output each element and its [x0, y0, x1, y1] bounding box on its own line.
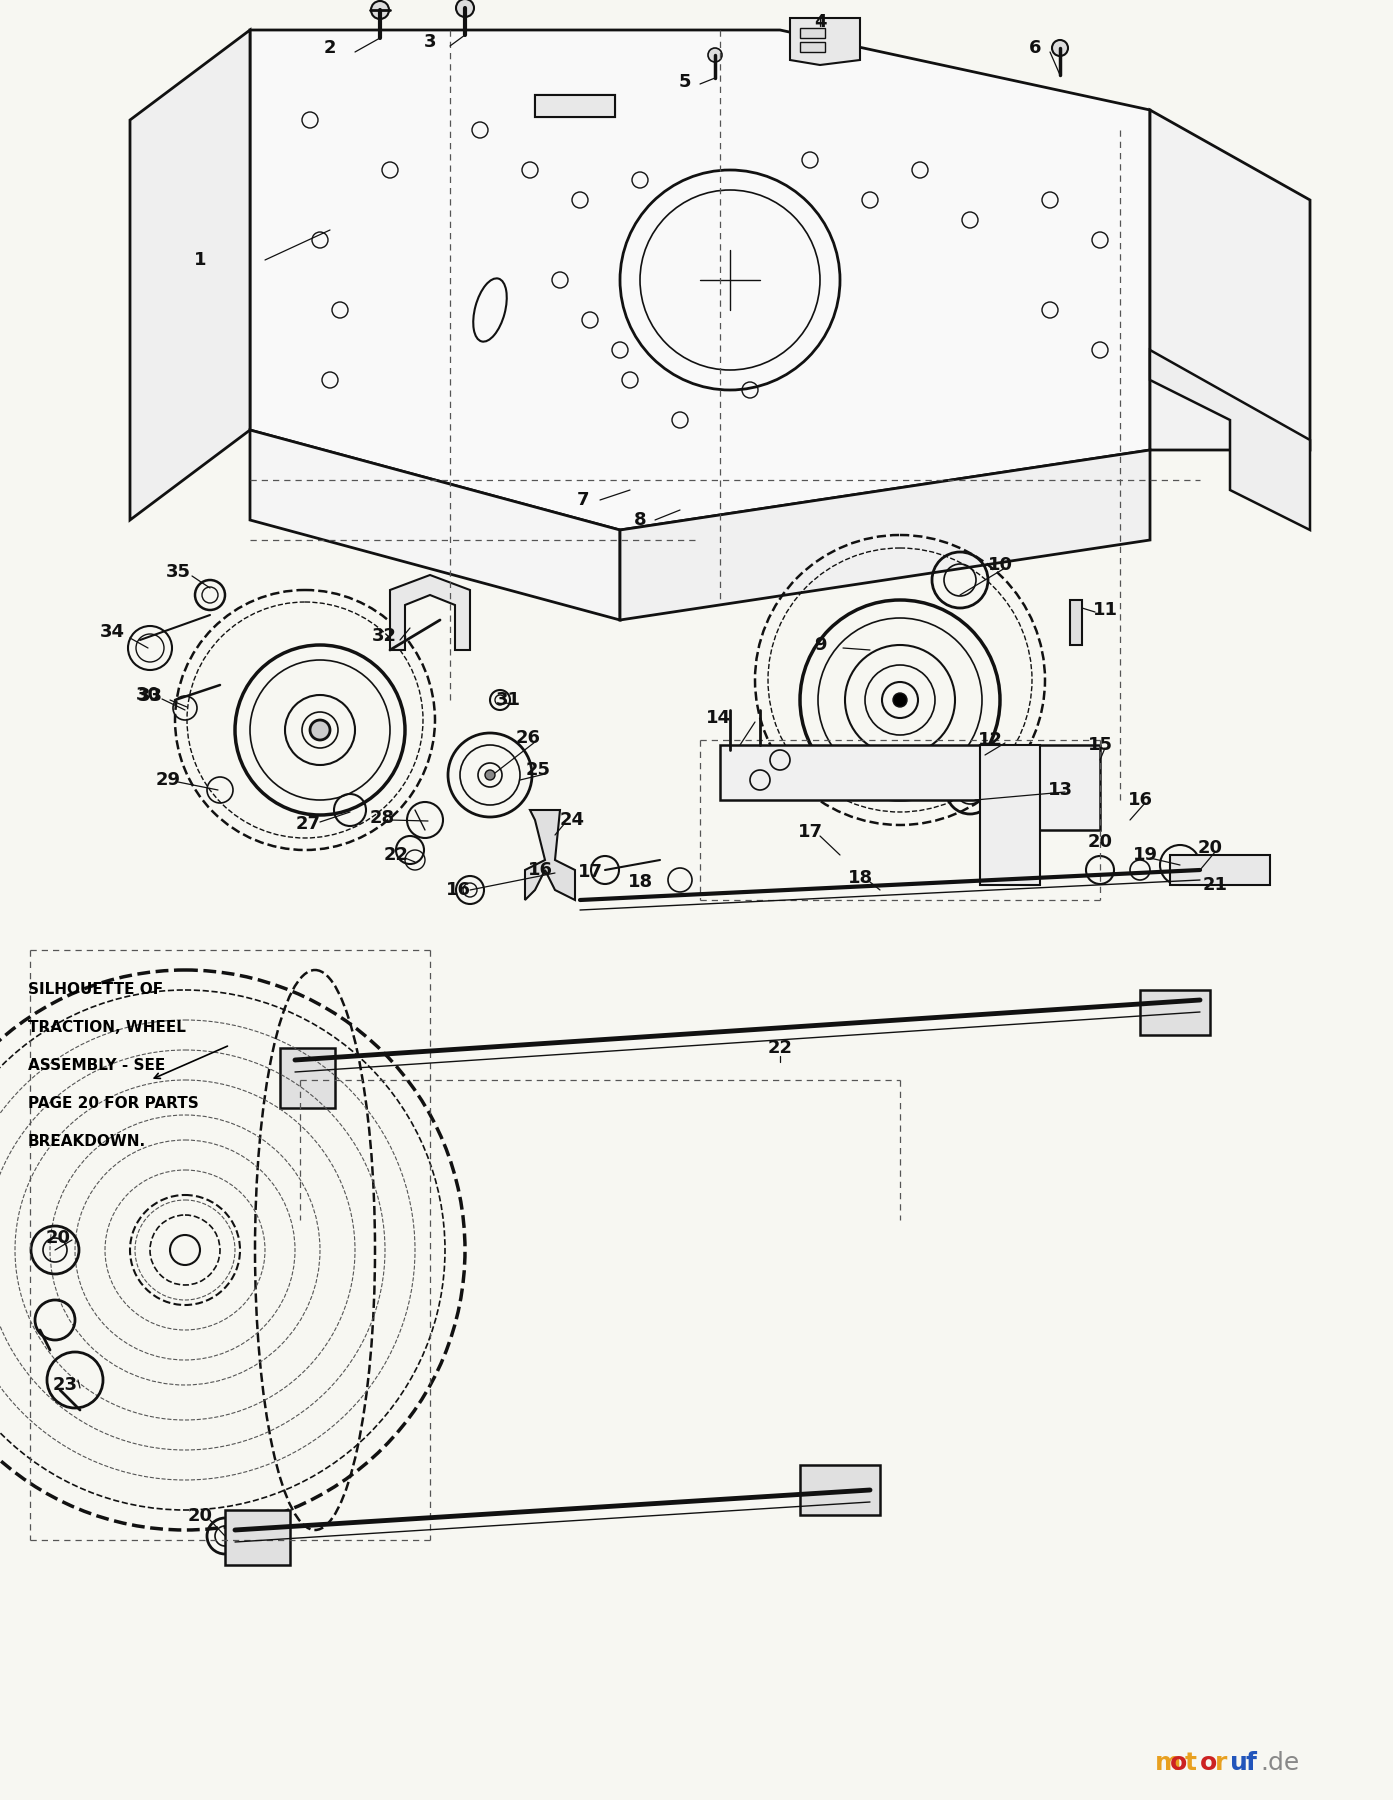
Text: 24: 24 [560, 812, 585, 830]
Text: 14: 14 [705, 709, 730, 727]
Text: 22: 22 [768, 1039, 793, 1057]
Text: 30: 30 [135, 686, 160, 704]
Text: 27: 27 [295, 815, 320, 833]
Text: 35: 35 [166, 563, 191, 581]
Text: 23: 23 [53, 1375, 78, 1393]
Text: 5: 5 [678, 74, 691, 92]
Circle shape [311, 720, 330, 740]
Text: ASSEMBLY - SEE: ASSEMBLY - SEE [28, 1058, 166, 1073]
Bar [800, 1465, 880, 1516]
Circle shape [485, 770, 495, 779]
Bar [981, 745, 1041, 886]
Text: 19: 19 [1133, 846, 1158, 864]
Text: 9: 9 [814, 635, 826, 653]
Polygon shape [525, 810, 575, 900]
Bar [280, 1048, 334, 1109]
Circle shape [893, 693, 907, 707]
Text: 15: 15 [1088, 736, 1113, 754]
Text: o: o [1199, 1751, 1217, 1775]
Text: 1: 1 [194, 250, 206, 268]
Bar [226, 1510, 290, 1564]
Text: BREAKDOWN.: BREAKDOWN. [28, 1134, 146, 1148]
Text: 3: 3 [423, 32, 436, 50]
Text: 11: 11 [1092, 601, 1117, 619]
Bar [800, 29, 825, 38]
Text: 28: 28 [369, 808, 394, 826]
Bar [800, 41, 825, 52]
Polygon shape [249, 31, 1151, 529]
Text: f: f [1245, 1751, 1256, 1775]
Text: 20: 20 [46, 1229, 71, 1247]
Text: 33: 33 [138, 688, 163, 706]
Text: 10: 10 [988, 556, 1013, 574]
Circle shape [708, 49, 722, 61]
Text: 16: 16 [446, 880, 471, 898]
Text: m: m [1155, 1751, 1181, 1775]
Text: 21: 21 [1202, 877, 1227, 895]
Text: t: t [1185, 1751, 1197, 1775]
Polygon shape [130, 31, 249, 520]
Text: 7: 7 [577, 491, 589, 509]
Polygon shape [390, 574, 469, 650]
Polygon shape [1151, 110, 1309, 450]
Text: 26: 26 [515, 729, 540, 747]
Text: 29: 29 [156, 770, 181, 788]
Text: 18: 18 [627, 873, 652, 891]
Text: 20: 20 [1198, 839, 1223, 857]
Text: 16: 16 [1127, 790, 1152, 808]
Polygon shape [720, 745, 1100, 830]
Text: u: u [1230, 1751, 1248, 1775]
Text: 16: 16 [528, 860, 553, 878]
Text: 18: 18 [847, 869, 872, 887]
Circle shape [456, 0, 474, 16]
Bar [1139, 990, 1211, 1035]
Circle shape [313, 724, 326, 736]
Polygon shape [620, 450, 1151, 619]
Text: 17: 17 [578, 862, 603, 880]
Text: SILHOUETTE OF: SILHOUETTE OF [28, 983, 163, 997]
Text: r: r [1215, 1751, 1227, 1775]
Text: PAGE 20 FOR PARTS: PAGE 20 FOR PARTS [28, 1096, 199, 1111]
Text: 17: 17 [798, 823, 822, 841]
Text: o: o [1170, 1751, 1187, 1775]
Text: 34: 34 [99, 623, 124, 641]
Polygon shape [790, 18, 859, 65]
Text: 25: 25 [525, 761, 550, 779]
Text: 8: 8 [634, 511, 646, 529]
Circle shape [371, 2, 389, 20]
Text: .de: .de [1261, 1751, 1300, 1775]
Bar [1170, 855, 1270, 886]
Text: 13: 13 [1048, 781, 1073, 799]
Text: 6: 6 [1029, 40, 1041, 58]
Text: 12: 12 [978, 731, 1003, 749]
Circle shape [1052, 40, 1068, 56]
Text: 32: 32 [372, 626, 397, 644]
Text: 20: 20 [1088, 833, 1113, 851]
Polygon shape [249, 430, 620, 619]
Bar [535, 95, 614, 117]
Text: 2: 2 [323, 40, 336, 58]
Text: 31: 31 [496, 691, 521, 709]
Text: 20: 20 [188, 1507, 213, 1525]
Text: 22: 22 [383, 846, 408, 864]
Bar [1070, 599, 1082, 644]
Text: 4: 4 [814, 13, 826, 31]
Text: TRACTION, WHEEL: TRACTION, WHEEL [28, 1021, 185, 1035]
Bar [535, 95, 614, 117]
Polygon shape [1151, 349, 1309, 529]
